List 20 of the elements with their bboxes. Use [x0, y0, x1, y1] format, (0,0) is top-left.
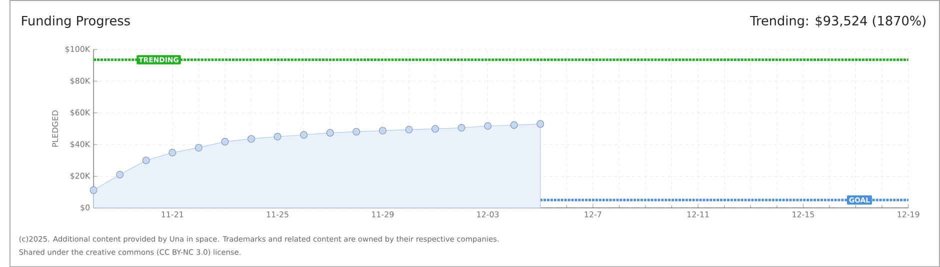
- point: [221, 138, 229, 146]
- point: [168, 148, 176, 156]
- point: [142, 156, 150, 164]
- point: [536, 120, 544, 128]
- point: [194, 144, 202, 152]
- point: [352, 128, 360, 136]
- point: [405, 126, 413, 134]
- point: [484, 122, 492, 130]
- point: [510, 121, 518, 129]
- point: [116, 170, 124, 178]
- point: [300, 130, 308, 138]
- point: [431, 124, 440, 132]
- point: [378, 126, 386, 134]
- point: [458, 124, 466, 132]
- point: [326, 128, 334, 136]
- point: [247, 134, 256, 142]
- point: [274, 132, 282, 140]
- chart-title: Funding Progress: [22, 15, 130, 28]
- point: [90, 186, 98, 194]
- text: Trending: $93,524 (1870%): [750, 15, 926, 28]
